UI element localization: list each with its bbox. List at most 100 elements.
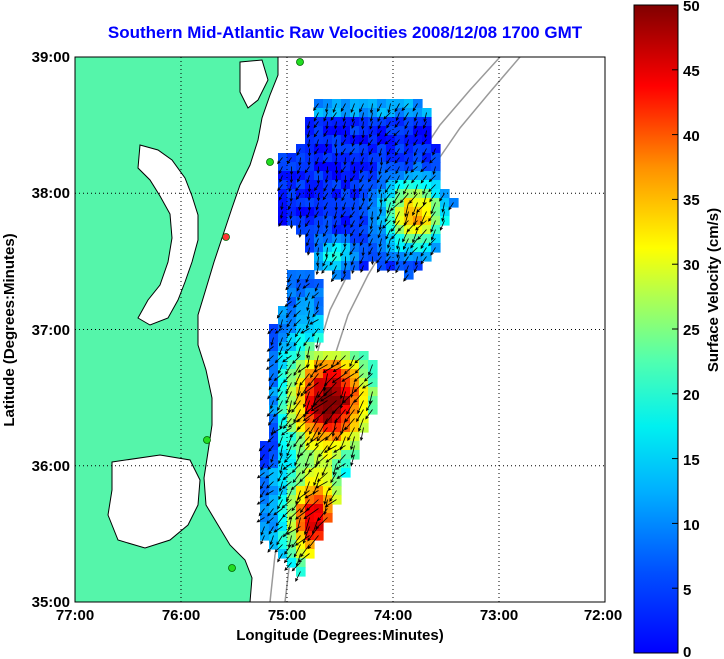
velocity-vector [289,166,294,176]
velocity-vector [325,103,329,114]
velocity-vector [313,130,319,138]
velocity-cell [350,216,360,226]
velocity-vector [413,112,418,122]
velocity-vector [307,157,311,166]
velocity-vector [441,211,445,222]
velocity-cell [323,504,333,514]
velocity-vector [342,202,346,211]
velocity-vector [377,103,382,113]
velocity-cell [413,171,423,181]
velocity-vector [377,112,382,123]
velocity-vector [315,301,319,311]
velocity-vector [342,112,346,122]
velocity-cell [368,180,378,190]
velocity-cell [314,324,324,334]
velocity-vector [368,247,373,256]
velocity-vector [298,157,302,167]
velocity-cell [359,180,369,190]
velocity-vector [317,418,328,436]
velocity-vector [332,364,346,373]
velocity-vector [319,355,328,367]
velocity-cell [332,252,342,262]
velocity-vector [376,265,382,273]
velocity-cell [422,171,432,181]
velocity-vector [323,490,328,505]
velocity-cell [395,216,405,226]
velocity-vector [266,346,274,352]
velocity-cell [323,252,333,262]
velocity-cell [404,117,414,127]
velocity-vector [294,535,310,546]
velocity-vector [334,202,338,211]
x-tick-label: 73:00 [480,607,518,624]
velocity-vector [306,211,310,219]
velocity-vector [316,175,320,185]
velocity-vector [341,373,355,382]
velocity-vector [369,112,373,123]
velocity-vector [305,436,319,446]
velocity-vector [368,193,373,202]
chesapeake-bay [137,144,199,326]
velocity-vector [384,166,391,174]
velocity-vector [298,202,302,211]
velocity-vector [332,184,337,192]
velocity-vector [305,319,310,330]
velocity-cell [422,234,432,244]
velocity-vector [287,328,292,337]
velocity-vector [340,247,346,257]
velocity-vector [330,274,337,283]
velocity-cell [323,468,333,478]
velocity-cell [296,369,306,379]
velocity-vector [303,508,319,520]
velocity-cell [305,360,315,370]
velocity-cell [314,369,324,379]
velocity-vector [298,229,302,239]
velocity-cell [395,99,405,109]
velocity-vector [315,481,328,489]
velocity-vector [383,112,391,120]
velocity-cell [260,459,270,469]
velocity-cell [314,117,324,127]
y-tick-labels: 39:00 38:00 37:00 36:00 35:00 [32,49,70,611]
velocity-cell [305,216,315,226]
velocity-cell [395,198,405,208]
velocity-cell [431,243,441,253]
velocity-cell [314,126,324,136]
velocity-vector [282,463,292,470]
velocity-cell [377,252,387,262]
velocity-cell [287,450,297,460]
velocity-cell [341,351,351,361]
velocity-vector [333,220,337,229]
velocity-vector [384,184,391,194]
velocity-cell [314,441,324,451]
velocity-vector [266,355,274,362]
velocity-vector [279,445,283,457]
velocity-vector [317,508,328,522]
velocity-cell [296,306,306,316]
colorbar-tick-label: 15 [683,452,700,469]
velocity-cell [278,513,288,523]
velocity-vector [270,427,274,437]
velocity-vector [395,175,400,184]
velocity-vector [278,436,283,448]
x-tick-label: 72:00 [584,607,622,624]
velocity-vector [286,337,292,347]
velocity-vector [274,355,283,364]
velocity-vector [332,265,337,276]
velocity-vector [297,364,310,373]
velocity-vector [285,364,292,375]
velocity-cell [350,369,360,379]
velocity-cell [269,360,279,370]
velocity-vector [266,517,274,524]
velocity-cell [404,270,414,280]
velocity-cell [305,288,315,298]
velocity-cell [314,414,324,424]
velocity-vector [359,427,364,442]
velocity-cell [296,387,306,397]
velocity-vector [292,301,301,308]
velocity-vector [296,274,301,284]
velocity-vector [332,247,337,258]
velocity-cell [359,252,369,262]
velocity-vector [384,256,391,264]
velocity-cell [269,513,279,523]
